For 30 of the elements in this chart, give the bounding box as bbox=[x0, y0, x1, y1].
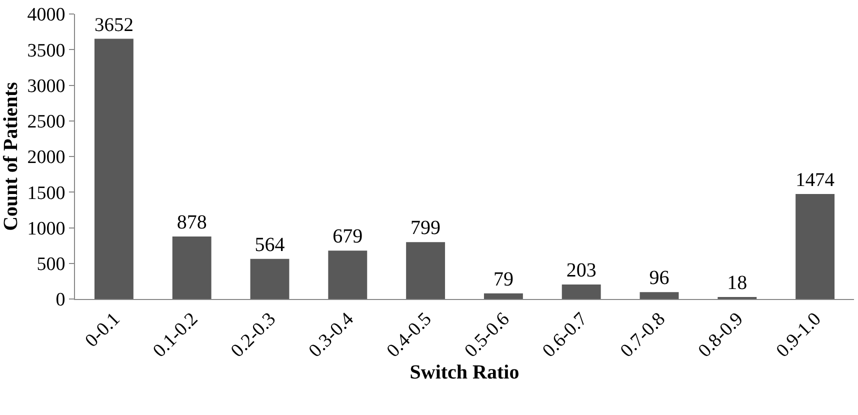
y-tick-label: 0 bbox=[56, 290, 66, 311]
bar bbox=[94, 38, 134, 299]
data-label: 96 bbox=[649, 267, 670, 290]
data-label: 679 bbox=[332, 226, 363, 248]
bar bbox=[484, 293, 523, 299]
data-label: 878 bbox=[176, 211, 207, 234]
bar bbox=[640, 292, 679, 299]
y-tick-label: 1500 bbox=[27, 182, 66, 204]
data-label: 203 bbox=[566, 260, 596, 282]
y-tick-label: 500 bbox=[36, 254, 66, 276]
y-tick-label: 2000 bbox=[27, 147, 66, 168]
bar bbox=[406, 242, 446, 299]
y-tick-label: 4000 bbox=[27, 4, 66, 26]
y-axis-title: Count of Patients bbox=[0, 82, 22, 231]
data-label: 79 bbox=[493, 268, 514, 290]
y-tick-label: 1000 bbox=[27, 218, 66, 240]
bar bbox=[562, 284, 601, 299]
bar bbox=[250, 258, 290, 299]
y-tick-label: 2500 bbox=[27, 112, 66, 133]
data-label: 799 bbox=[410, 217, 441, 240]
data-label: 1474 bbox=[796, 170, 835, 192]
bar bbox=[328, 250, 368, 299]
x-axis-title: Switch Ratio bbox=[410, 362, 520, 384]
bar bbox=[796, 194, 835, 299]
y-tick-label: 3000 bbox=[27, 76, 66, 97]
data-label: 3652 bbox=[94, 14, 134, 36]
data-label: 564 bbox=[254, 234, 285, 256]
y-tick-label: 3500 bbox=[27, 40, 66, 62]
bar bbox=[172, 236, 212, 299]
data-label: 18 bbox=[727, 272, 748, 294]
